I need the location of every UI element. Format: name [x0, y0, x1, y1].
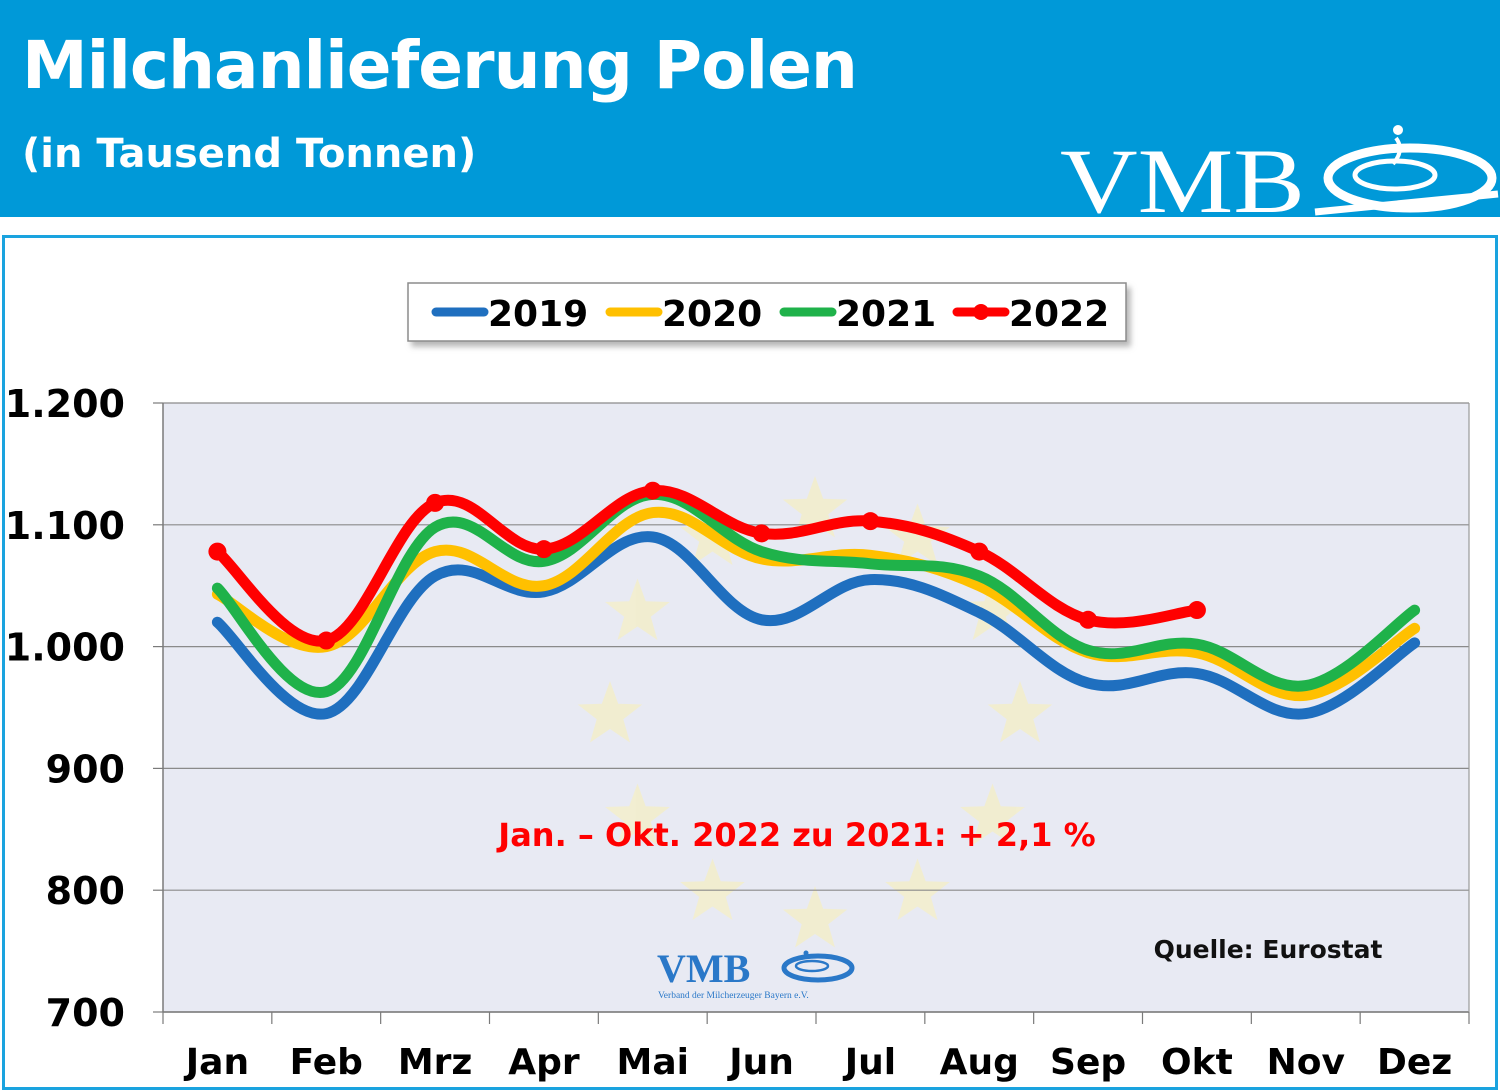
eu-star [605, 578, 670, 640]
series-2022 [208, 481, 1206, 650]
y-tick-label: 1.000 [5, 626, 125, 670]
eu-star [960, 783, 1025, 845]
y-tick-label: 1.100 [5, 504, 125, 548]
eu-star [782, 886, 848, 948]
x-tick-label: Jul [842, 1042, 896, 1083]
watermark-logo-text: VMB [657, 946, 750, 991]
x-tick-label: Jan [183, 1042, 249, 1083]
x-tick-label: Apr [508, 1042, 580, 1083]
legend-marker-2022 [973, 304, 989, 320]
data-point-2022 [208, 542, 227, 561]
data-point-2022 [1187, 601, 1206, 620]
x-tick-label: Sep [1050, 1042, 1126, 1083]
data-point-2022 [317, 631, 336, 650]
data-point-2022 [643, 481, 662, 500]
series-2021 [211, 488, 1421, 698]
x-tick-label: Feb [290, 1042, 363, 1083]
page-subtitle: (in Tausend Tonnen) [22, 131, 477, 177]
x-tick-label: Okt [1161, 1042, 1233, 1083]
y-tick-label: 900 [46, 747, 125, 791]
page-title: Milchanlieferung Polen [22, 27, 858, 104]
y-tick-label: 700 [46, 991, 125, 1035]
x-tick-label: Jun [726, 1042, 794, 1083]
data-point-2022 [752, 524, 771, 543]
x-tick-label: Nov [1267, 1042, 1345, 1083]
eu-star [605, 783, 670, 845]
vmb-logo: VMB [1060, 125, 1499, 217]
legend-label-2019: 2019 [488, 294, 588, 335]
eu-star [680, 858, 745, 920]
eu-star [987, 681, 1053, 743]
legend-label-2021: 2021 [836, 294, 936, 335]
series-line-2021 [211, 488, 1421, 698]
eu-star [782, 476, 848, 538]
data-point-2022 [426, 493, 445, 512]
legend: 2019 2020 2021 2022 [407, 282, 1127, 342]
watermark-caption: Verband der Milcherzeuger Bayern e.V. [658, 991, 809, 1001]
data-point-2022 [861, 512, 880, 531]
series-2019 [211, 531, 1421, 720]
data-point-2022 [970, 542, 989, 561]
x-axis-tick-labels: Jan Feb Mrz Apr Mai Jun Jul Aug Sep Okt Nov Dez [183, 1042, 1452, 1083]
y-axis-tick-labels: 700 800 900 1.000 1.100 1.200 [5, 382, 125, 1035]
series-line-2022 [211, 485, 1203, 647]
axes [162, 403, 1470, 1024]
x-tick-label: Mai [617, 1042, 689, 1083]
vmb-logo-text: VMB [1060, 130, 1305, 217]
watermark-logo: VMB Verband der Milcherzeuger Bayern e.V… [657, 946, 855, 1001]
eu-star [885, 858, 950, 920]
data-point-2022 [1079, 610, 1098, 629]
legend-label-2020: 2020 [662, 294, 762, 335]
x-tick-label: Dez [1377, 1042, 1452, 1083]
chart-annotation: Jan. – Okt. 2022 zu 2021: + 2,1 % [496, 816, 1095, 854]
y-tick-label: 800 [46, 869, 125, 913]
legend-items: 2019 2020 2021 2022 [431, 294, 1109, 335]
legend-label-2022: 2022 [1009, 294, 1109, 335]
y-tick-label: 1.200 [5, 382, 125, 426]
eu-star [960, 578, 1025, 640]
data-point-2022 [534, 540, 553, 559]
series-line-2019 [211, 531, 1421, 720]
source-label: Quelle: Eurostat [1154, 935, 1383, 964]
x-tick-label: Mrz [398, 1042, 473, 1083]
x-tick-label: Aug [940, 1042, 1019, 1083]
series-lines [208, 481, 1421, 720]
header-banner: Milchanlieferung Polen (in Tausend Tonne… [0, 0, 1500, 217]
eu-star [577, 681, 643, 743]
